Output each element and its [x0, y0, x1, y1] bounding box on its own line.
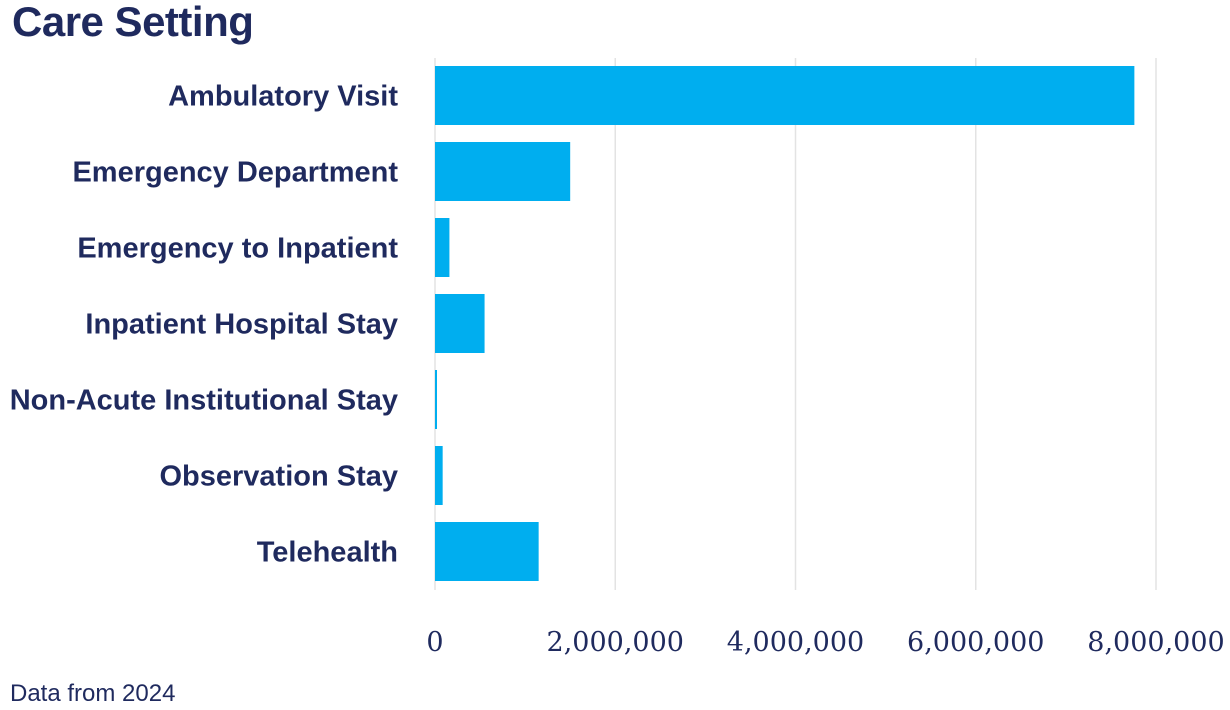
bars: [435, 66, 1135, 581]
bar-chart: Ambulatory Visit Emergency Department Emer…: [10, 58, 1225, 658]
bar-non-acute-institutional-stay: [435, 370, 437, 429]
category-label-ambulatory-visit: Ambulatory Visit: [168, 81, 398, 113]
x-tick-label: 2,000,000: [547, 627, 684, 658]
category-label-inpatient-hospital-stay: Inpatient Hospital Stay: [85, 309, 398, 341]
category-label-emergency-to-inpatient: Emergency to Inpatient: [77, 233, 398, 265]
bar-ambulatory-visit: [435, 66, 1135, 125]
footnote: Data from 2024: [10, 680, 176, 707]
x-tick-label: 6,000,000: [907, 627, 1044, 658]
chart-title: Care Setting: [12, 0, 254, 45]
bar-emergency-to-inpatient: [435, 218, 450, 277]
x-tick-label: 8,000,000: [1087, 627, 1224, 658]
bar-emergency-department: [435, 142, 571, 201]
bar-inpatient-hospital-stay: [435, 294, 485, 353]
category-label-non-acute-institutional-stay: Non-Acute Institutional Stay: [10, 385, 398, 417]
bar-telehealth: [435, 522, 539, 581]
category-labels: Ambulatory Visit Emergency Department Emer…: [10, 81, 399, 569]
gridlines: [434, 58, 1157, 590]
category-label-emergency-department: Emergency Department: [72, 157, 398, 189]
category-label-telehealth: Telehealth: [257, 537, 398, 569]
bar-observation-stay: [435, 446, 443, 505]
x-tick-label: 0: [426, 627, 443, 658]
category-label-observation-stay: Observation Stay: [159, 461, 398, 493]
x-axis-tick-labels: 0 2,000,000 4,000,000 6,000,000 8,000,000: [426, 627, 1224, 658]
x-tick-label: 4,000,000: [727, 627, 864, 658]
